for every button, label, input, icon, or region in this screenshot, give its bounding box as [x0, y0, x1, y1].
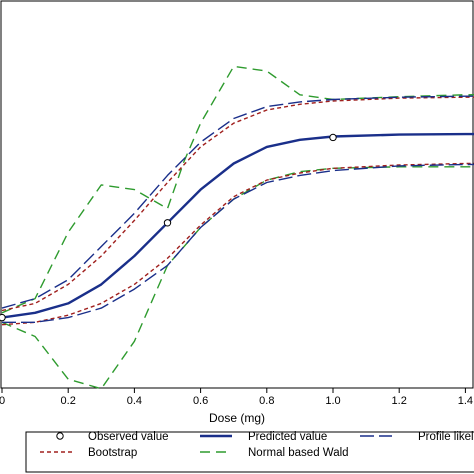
legend-item-normal-based-wald: Normal based Wald — [200, 447, 349, 459]
legend-label: Bootstrap — [88, 447, 137, 459]
x-tick-label: 0 — [0, 395, 5, 407]
legend-label: Profile likelihood — [418, 431, 474, 443]
x-tick-label: 1.0 — [325, 395, 340, 407]
x-tick-label: 0.8 — [259, 395, 274, 407]
legend-label: Normal based Wald — [248, 447, 349, 459]
series-line-bootstrap-lower — [1, 162, 474, 326]
x-axis: 0 0.2 0.4 0.6 0.8 1.0 1.2 1.4 — [0, 388, 473, 407]
series-line-profile-likelihood-lower — [2, 163, 474, 323]
series-line-predicted-value — [1, 132, 474, 319]
series-line-profile-likelihood — [1, 95, 474, 309]
x-axis-label: Dose (mg) — [209, 411, 265, 425]
legend-label: Observed value — [88, 431, 169, 443]
legend-item-bootstrap: Bootstrap — [40, 447, 137, 459]
plot-frame — [0, 0, 474, 389]
legend-item-observed-value: Observed value — [56, 431, 169, 443]
series-line-normal-based-wald — [1, 65, 474, 314]
legend: Observed value Predicted value Profile lik… — [25, 431, 474, 473]
x-tick-label: 1.2 — [392, 395, 407, 407]
legend-entries: Observed value Predicted value Profile lik… — [40, 431, 474, 459]
legend-label: Predicted value — [248, 431, 327, 443]
observed-points-layer — [0, 133, 337, 322]
series-line-normal-based-wald-lower — [1, 166, 474, 390]
legend-item-profile-likelihood: Profile likelihood — [360, 431, 474, 443]
observed-point — [0, 313, 6, 322]
x-tick-label: 0.6 — [193, 395, 208, 407]
legend-item-predicted-value: Predicted value — [200, 431, 327, 443]
observed-point — [163, 219, 172, 227]
x-tick-label: 0.2 — [61, 395, 76, 407]
x-tick-label: 0.4 — [127, 395, 142, 407]
legend-box — [25, 431, 474, 473]
series-line-bootstrap — [1, 96, 474, 312]
observed-point — [329, 133, 337, 142]
legend-symbol — [56, 432, 64, 440]
x-tick-label: 1.4 — [458, 395, 473, 407]
series-layer — [1, 65, 474, 390]
